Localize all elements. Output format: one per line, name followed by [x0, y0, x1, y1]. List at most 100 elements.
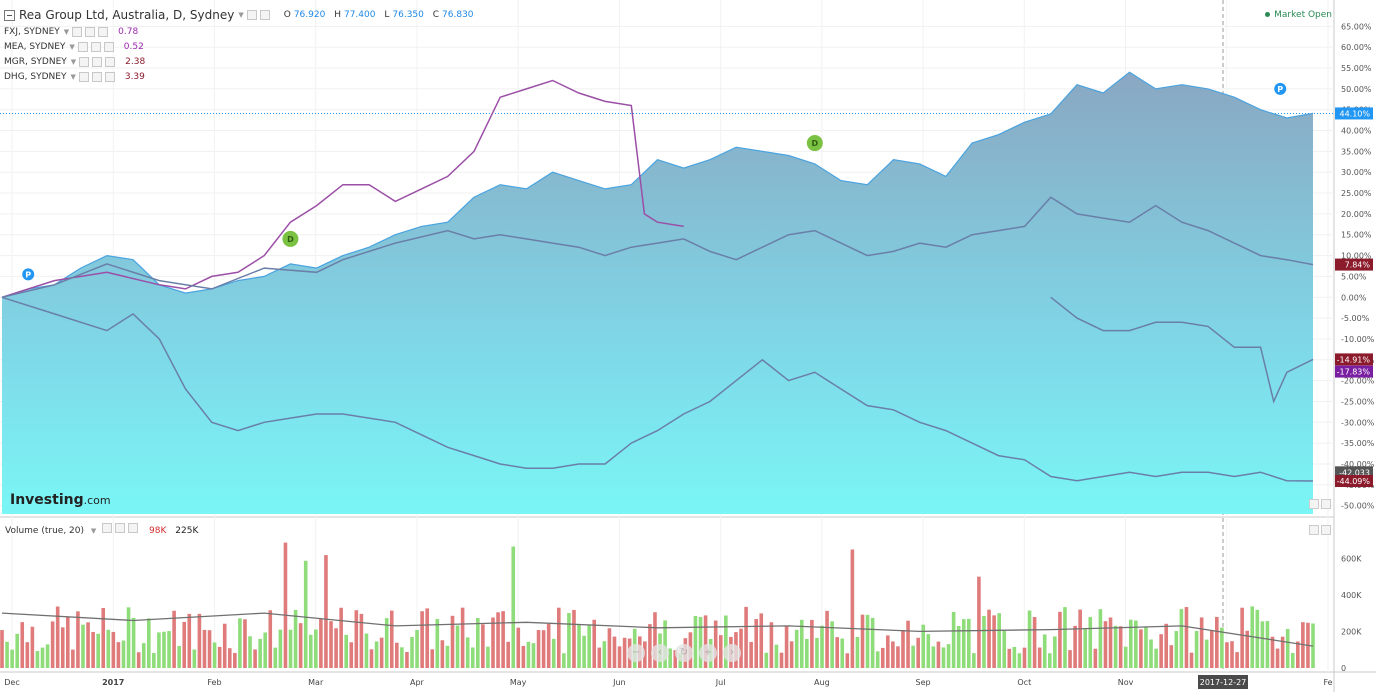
y-tick-label: -20.00% [1341, 377, 1375, 386]
maximize-pane-icon[interactable] [1309, 525, 1319, 535]
reset-icon[interactable]: ↻ [675, 644, 693, 662]
volume-bar [865, 614, 870, 668]
volume-bar [602, 641, 607, 668]
volume-bar [536, 630, 541, 668]
x-tick-label: Aug [814, 678, 830, 687]
volume-bar [30, 626, 35, 668]
close-icon[interactable] [105, 56, 116, 67]
last-value-box [1335, 353, 1373, 366]
chevron-down-icon[interactable]: ▼ [69, 42, 75, 51]
chevron-down-icon[interactable]: ▼ [70, 72, 76, 81]
volume-bar [319, 619, 323, 668]
volume-bar [258, 638, 262, 668]
volume-bar [1068, 650, 1072, 668]
close-icon[interactable] [103, 41, 114, 52]
volume-bar [415, 629, 419, 668]
compare-symbol: DHG, SYDNEY [4, 71, 67, 82]
volume-bar [111, 631, 116, 668]
y-tick-label: -10.00% [1341, 335, 1375, 344]
volume-bar [344, 634, 349, 668]
chevron-down-icon[interactable]: ▼ [63, 27, 70, 36]
close-icon[interactable] [128, 523, 139, 533]
y-tick-label: 40.00% [1341, 127, 1372, 136]
volume-bar [0, 630, 4, 668]
time-axis: Dec2017FebMarAprMayJunJulAugSepOctNovDec… [4, 675, 1333, 689]
compare-row[interactable]: MGR, SYDNEY ▼ 2.38 [4, 54, 474, 69]
volume-bar [1245, 630, 1249, 668]
settings-icon[interactable] [246, 10, 257, 20]
settings-icon[interactable] [77, 41, 88, 52]
volume-bar [850, 549, 855, 668]
volume-bar [1280, 636, 1285, 668]
close-pane-icon[interactable] [1321, 525, 1331, 535]
scroll-right-icon[interactable]: › [723, 644, 741, 662]
zoom-out-icon[interactable]: − [627, 644, 645, 662]
volume-bar [1002, 630, 1007, 668]
volume-bar [1078, 609, 1082, 668]
volume-bar [1260, 621, 1265, 668]
volume-bar [673, 650, 678, 668]
volume-bar [992, 615, 996, 668]
hide-icon[interactable] [92, 56, 103, 67]
volume-bar [825, 610, 829, 668]
volume-bar [1012, 647, 1017, 668]
volume-bar [253, 649, 257, 668]
volume-bar [799, 619, 804, 668]
y-tick-label: 20.00% [1341, 210, 1372, 219]
hide-icon[interactable] [115, 523, 126, 533]
volume-bar [931, 646, 936, 668]
scroll-left-icon[interactable]: ‹ [651, 644, 669, 662]
x-tick-label: May [510, 678, 527, 687]
pane-up-icon[interactable] [1309, 499, 1319, 509]
volume-bar [81, 624, 85, 668]
x-tick-label: Jul [715, 678, 726, 687]
hide-icon[interactable] [90, 41, 101, 52]
compare-symbol: FXJ, SYDNEY [4, 26, 60, 37]
hide-icon[interactable] [85, 26, 96, 37]
last-value-labels: 44.10% 7.84% -14.91% -17.83% -42.033-44.09% [1335, 107, 1373, 488]
close-label: C [432, 10, 440, 20]
volume-bar [1113, 625, 1118, 668]
settings-icon[interactable] [72, 26, 83, 37]
settings-icon[interactable] [78, 71, 89, 82]
y-tick-label: 30.00% [1341, 168, 1372, 177]
volume-bar [1083, 629, 1088, 668]
compare-row[interactable]: FXJ, SYDNEY ▼ 0.78 [4, 24, 474, 39]
settings-icon[interactable] [102, 523, 113, 533]
market-status: Market Open [1265, 10, 1332, 20]
pane-down-icon[interactable] [1321, 499, 1331, 509]
volume-label: Volume (true, 20) [5, 526, 85, 536]
volume-bar [339, 607, 343, 668]
volume-bar [157, 632, 161, 668]
series-line-4 [1050, 296, 1314, 404]
settings-icon[interactable] [79, 56, 90, 67]
volume-bar [1058, 611, 1062, 668]
main-symbol-label: Rea Group Ltd, Australia, D, Sydney [19, 8, 235, 22]
compare-row[interactable]: DHG, SYDNEY ▼ 3.39 [4, 69, 474, 84]
open-label: O [283, 10, 291, 20]
volume-bar [997, 613, 1001, 668]
volume-bar [1255, 609, 1260, 668]
compare-row[interactable]: MEA, SYDNEY ▼ 0.52 [4, 39, 474, 54]
collapse-icon[interactable] [4, 9, 15, 21]
volume-bar [653, 612, 657, 668]
volume-bar [395, 642, 399, 668]
zoom-in-icon[interactable]: + [699, 644, 717, 662]
volume-tick-label: 0 [1341, 664, 1346, 673]
chevron-down-icon[interactable]: ▼ [90, 527, 97, 535]
close-icon[interactable] [104, 71, 115, 82]
chevron-down-icon[interactable]: ▼ [70, 57, 77, 66]
last-value-label: 44.10% [1339, 109, 1370, 118]
volume-bar [410, 636, 414, 668]
volume-legend[interactable]: Volume (true, 20) ▼ 98K 225K [5, 523, 198, 536]
close-icon[interactable] [98, 26, 109, 37]
volume-bar [470, 647, 475, 668]
volume-bar [516, 627, 521, 668]
volume-bar [481, 624, 485, 668]
hide-icon[interactable] [91, 71, 102, 82]
chevron-down-icon[interactable]: ▼ [238, 11, 244, 19]
volume-bar [273, 647, 278, 668]
hide-icon[interactable] [259, 10, 270, 20]
